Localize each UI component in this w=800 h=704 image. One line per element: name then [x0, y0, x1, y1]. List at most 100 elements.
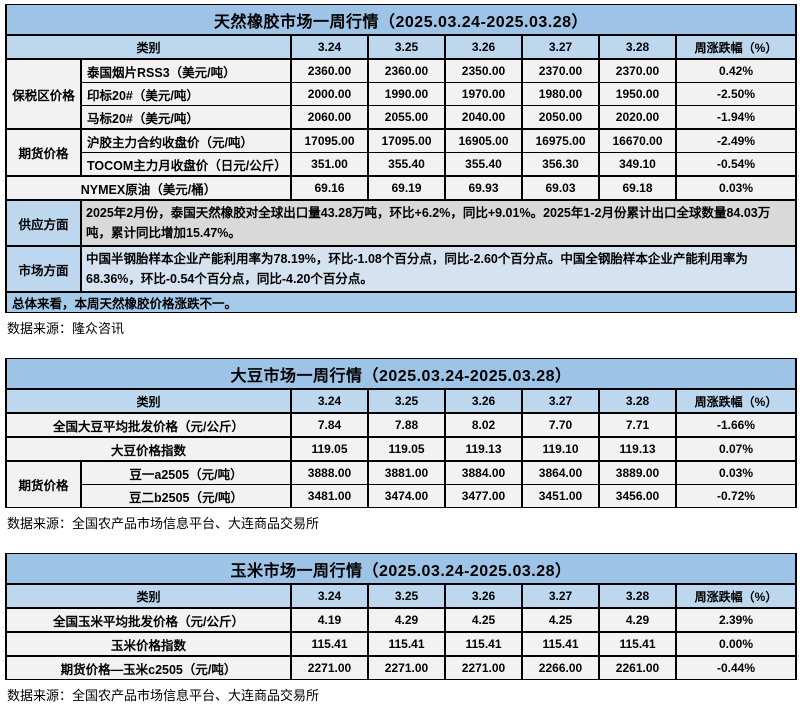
value-cell: 115.41 [598, 631, 677, 657]
note-label: 供应方面 [5, 199, 82, 247]
value-cell: 2360.00 [290, 58, 369, 83]
row-label: 大豆价格指数 [5, 436, 292, 462]
value-cell: 2000.00 [290, 82, 369, 106]
value-cell: 2271.00 [290, 655, 369, 680]
value-cell: 2271.00 [444, 655, 523, 680]
change-cell: 0.03% [675, 460, 797, 485]
value-cell: 119.13 [598, 436, 677, 462]
column-header: 3.26 [444, 583, 523, 609]
value-cell: 16975.00 [521, 128, 600, 153]
change-cell: -2.49% [675, 128, 797, 153]
value-cell: 7.88 [367, 412, 446, 438]
note-label: 市场方面 [5, 245, 82, 293]
column-header: 周涨跌幅（%） [675, 388, 797, 414]
row-label: 沪胶主力合约收盘价（元/吨） [80, 128, 292, 153]
value-cell: 16670.00 [598, 128, 677, 153]
value-cell: 69.19 [367, 175, 446, 201]
column-header: 3.25 [367, 388, 446, 414]
value-cell: 115.41 [290, 631, 369, 657]
value-cell: 4.29 [367, 607, 446, 633]
value-cell: 69.93 [444, 175, 523, 201]
row-label: 期货价格—玉米c2505（元/吨） [5, 655, 292, 680]
row-group-label: 期货价格 [5, 128, 82, 177]
rubber-market-table: 天然橡胶市场一周行情（2025.03.24-2025.03.28） 类别 3.24 3… [5, 4, 797, 313]
row-label: TOCOM主力月收盘价（日元/公斤） [80, 152, 292, 177]
column-header: 类别 [5, 34, 292, 60]
column-header: 3.24 [290, 34, 369, 60]
change-cell: -1.94% [675, 105, 797, 130]
rubber-data-source: 数据来源：隆众咨讯 [7, 321, 125, 336]
value-cell: 3474.00 [367, 484, 446, 508]
value-cell: 3884.00 [444, 460, 523, 485]
value-cell: 1990.00 [367, 82, 446, 106]
value-cell: 16905.00 [444, 128, 523, 153]
change-cell: 0.07% [675, 436, 797, 462]
summary-text: 总体来看，本周天然橡胶价格涨跌不一。 [5, 291, 797, 313]
column-header: 3.27 [521, 388, 600, 414]
value-cell: 3481.00 [290, 484, 369, 508]
note-text: 2025年2月份，泰国天然橡胶对全球出口量43.28万吨，环比+6.2%，同比+… [80, 199, 797, 247]
value-cell: 7.70 [521, 412, 600, 438]
column-header: 3.24 [290, 583, 369, 609]
row-label: 豆一a2505（元/吨） [80, 460, 292, 485]
column-header: 周涨跌幅（%） [675, 34, 797, 60]
value-cell: 119.10 [521, 436, 600, 462]
value-cell: 3881.00 [367, 460, 446, 485]
value-cell: 7.84 [290, 412, 369, 438]
column-header: 类别 [5, 388, 292, 414]
column-header: 3.26 [444, 34, 523, 60]
change-cell: -1.66% [675, 412, 797, 438]
soybean-data-source: 数据来源：全国农产品市场信息平台、大连商品交易所 [7, 516, 320, 531]
column-header: 3.27 [521, 34, 600, 60]
value-cell: 1970.00 [444, 82, 523, 106]
row-group-label: 期货价格 [5, 460, 82, 508]
value-cell: 3456.00 [598, 484, 677, 508]
corn-market-section: 玉米市场一周行情（2025.03.24-2025.03.28） 类别 3.24 3.2… [5, 553, 797, 704]
value-cell: 4.25 [444, 607, 523, 633]
value-cell: 3451.00 [521, 484, 600, 508]
row-label: 印标20#（美元/吨） [80, 82, 292, 106]
value-cell: 2370.00 [598, 58, 677, 83]
value-cell: 115.41 [521, 631, 600, 657]
column-header: 3.24 [290, 388, 369, 414]
row-group-label: 保税区价格 [5, 58, 82, 130]
table-title: 大豆市场一周行情（2025.03.24-2025.03.28） [5, 358, 797, 390]
value-cell: 69.16 [290, 175, 369, 201]
row-label: 豆二b2505（元/吨） [80, 484, 292, 508]
rubber-market-section: 天然橡胶市场一周行情（2025.03.24-2025.03.28） 类别 3.24 3… [5, 4, 797, 337]
value-cell: 2370.00 [521, 58, 600, 83]
value-cell: 4.25 [521, 607, 600, 633]
value-cell: 69.18 [598, 175, 677, 201]
value-cell: 17095.00 [367, 128, 446, 153]
value-cell: 355.40 [444, 152, 523, 177]
column-header: 3.27 [521, 583, 600, 609]
value-cell: 1980.00 [521, 82, 600, 106]
value-cell: 69.03 [521, 175, 600, 201]
value-cell: 2050.00 [521, 105, 600, 130]
column-header: 3.25 [367, 34, 446, 60]
note-text: 中国半钢胎样本企业产能利用率为78.19%，环比-1.08个百分点，同比-2.6… [80, 245, 797, 293]
value-cell: 349.10 [598, 152, 677, 177]
column-header: 3.28 [598, 388, 677, 414]
value-cell: 355.40 [367, 152, 446, 177]
value-cell: 2350.00 [444, 58, 523, 83]
value-cell: 356.30 [521, 152, 600, 177]
value-cell: 2271.00 [367, 655, 446, 680]
column-header: 3.26 [444, 388, 523, 414]
value-cell: 7.71 [598, 412, 677, 438]
value-cell: 119.13 [444, 436, 523, 462]
column-header: 周涨跌幅（%） [675, 583, 797, 609]
value-cell: 2266.00 [521, 655, 600, 680]
column-header: 3.28 [598, 34, 677, 60]
corn-market-table: 玉米市场一周行情（2025.03.24-2025.03.28） 类别 3.24 3.2… [5, 553, 797, 680]
change-cell: 0.42% [675, 58, 797, 83]
table-title: 天然橡胶市场一周行情（2025.03.24-2025.03.28） [5, 4, 797, 36]
table-title: 玉米市场一周行情（2025.03.24-2025.03.28） [5, 553, 797, 585]
value-cell: 3864.00 [521, 460, 600, 485]
value-cell: 119.05 [290, 436, 369, 462]
column-header: 3.28 [598, 583, 677, 609]
value-cell: 4.29 [598, 607, 677, 633]
value-cell: 351.00 [290, 152, 369, 177]
value-cell: 119.05 [367, 436, 446, 462]
row-label: 泰国烟片RSS3（美元/吨） [80, 58, 292, 83]
